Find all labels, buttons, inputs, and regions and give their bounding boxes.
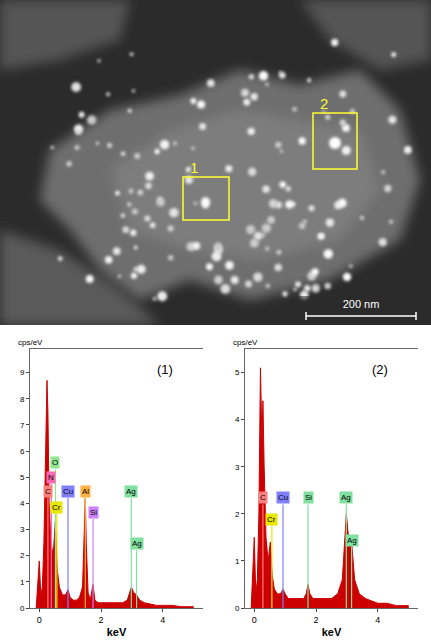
- svg-text:5: 5: [20, 473, 25, 482]
- svg-text:O: O: [52, 458, 58, 467]
- svg-text:Ag: Ag: [132, 539, 142, 548]
- svg-text:0: 0: [20, 604, 25, 613]
- svg-text:Cr: Cr: [267, 515, 276, 524]
- svg-text:Cu: Cu: [63, 487, 73, 496]
- svg-text:(1): (1): [157, 362, 173, 377]
- svg-text:200 nm: 200 nm: [343, 298, 380, 310]
- svg-text:9: 9: [20, 368, 25, 377]
- svg-text:1: 1: [190, 159, 198, 176]
- svg-text:(2): (2): [372, 362, 388, 377]
- svg-text:4: 4: [375, 615, 380, 625]
- svg-text:Cu: Cu: [278, 493, 288, 502]
- svg-text:N: N: [48, 473, 54, 482]
- svg-text:1: 1: [20, 578, 25, 587]
- svg-text:C: C: [260, 493, 266, 502]
- svg-text:0: 0: [252, 615, 257, 625]
- svg-text:1: 1: [235, 557, 240, 566]
- svg-text:7: 7: [20, 421, 25, 430]
- svg-text:4: 4: [160, 615, 165, 625]
- svg-text:2: 2: [320, 95, 328, 112]
- svg-text:5: 5: [235, 368, 240, 377]
- svg-text:2: 2: [314, 615, 319, 625]
- svg-text:8: 8: [20, 395, 25, 404]
- svg-text:4: 4: [20, 499, 25, 508]
- svg-text:cps/eV: cps/eV: [18, 338, 43, 347]
- svg-text:keV: keV: [322, 626, 342, 638]
- svg-text:0: 0: [37, 615, 42, 625]
- svg-text:4: 4: [235, 415, 240, 424]
- svg-text:Si: Si: [305, 493, 312, 502]
- svg-text:keV: keV: [107, 626, 127, 638]
- svg-text:Cr: Cr: [52, 503, 61, 512]
- svg-text:Ag: Ag: [341, 493, 351, 502]
- svg-text:2: 2: [235, 510, 240, 519]
- svg-text:Ag: Ag: [126, 487, 136, 496]
- svg-text:Al: Al: [82, 487, 89, 496]
- svg-text:2: 2: [99, 615, 104, 625]
- svg-text:C: C: [45, 487, 51, 496]
- svg-text:2: 2: [20, 551, 25, 560]
- svg-text:3: 3: [20, 525, 25, 534]
- svg-text:3: 3: [235, 463, 240, 472]
- svg-text:0: 0: [235, 604, 240, 613]
- svg-text:6: 6: [20, 447, 25, 456]
- svg-text:cps/eV: cps/eV: [233, 338, 258, 347]
- svg-text:Ag: Ag: [347, 536, 357, 545]
- svg-text:Si: Si: [90, 508, 97, 517]
